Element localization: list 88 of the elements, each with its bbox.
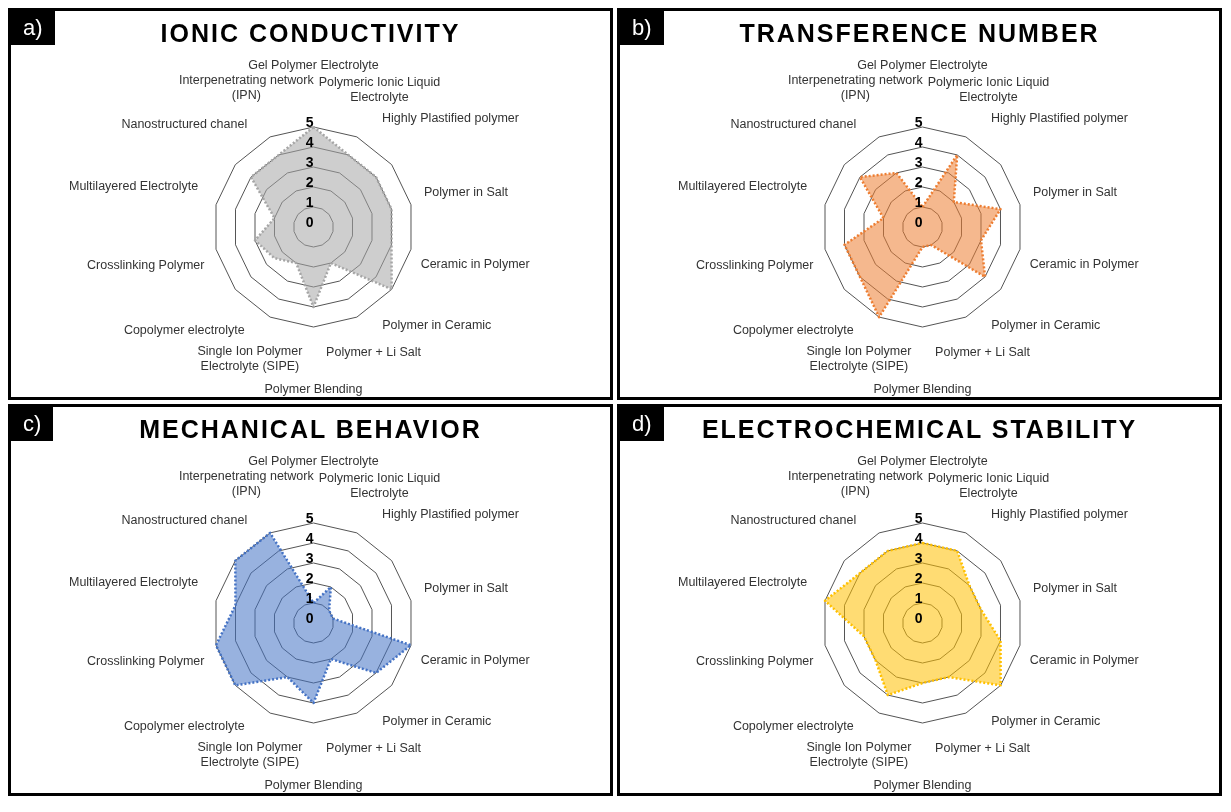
- y-tick-label: 5: [305, 114, 314, 130]
- y-tick-label: 1: [305, 590, 314, 606]
- spoke-label: Copolymer electrolyte: [123, 323, 245, 338]
- text: a): [11, 11, 55, 45]
- y-tick-label: 3: [914, 550, 923, 566]
- y-tick-label: 5: [914, 114, 923, 130]
- y-tick-label: 5: [914, 510, 923, 526]
- y-tick-label: 0: [305, 214, 314, 230]
- y-tick-label: 4: [305, 134, 314, 150]
- spoke-label: Crosslinking Polymer: [87, 258, 205, 273]
- y-tick-label: 4: [914, 134, 923, 150]
- spoke-label: Ceramic in Polymer: [1029, 256, 1139, 271]
- spoke-label: Polymer Blending: [873, 778, 972, 792]
- spoke-label: Multilayered Electrolyte: [677, 178, 808, 193]
- spoke-label: Multilayered Electrolyte: [68, 574, 199, 589]
- spoke-label: Polymer Blending: [264, 778, 363, 792]
- spoke-label: Gel Polymer Electrolyte: [857, 454, 988, 468]
- text: c): [11, 407, 54, 441]
- spoke-label: Polymer + Li Salt: [935, 344, 1031, 359]
- spoke-label: Polymeric Ionic Liquid Electrolyte: [927, 471, 1050, 501]
- y-tick-label: 2: [305, 174, 314, 190]
- y-tick-label: 2: [305, 570, 314, 586]
- spoke-label: Polymer in Ceramic: [991, 318, 1101, 333]
- spoke-label: Polymer in Ceramic: [382, 714, 492, 729]
- spoke-label: Crosslinking Polymer: [696, 654, 814, 669]
- y-tick-label: 3: [305, 550, 314, 566]
- y-tick-label: 2: [914, 174, 923, 190]
- spoke-label: Gel Polymer Electrolyte: [857, 58, 988, 72]
- chart-title: TRANSFERENCE NUMBER: [739, 19, 1100, 47]
- spoke-label: Polymer Blending: [264, 382, 363, 396]
- chart-title: IONIC CONDUCTIVITY: [160, 19, 461, 47]
- spoke-label: Polymer in Ceramic: [991, 714, 1101, 729]
- spoke-label: Polymer + Li Salt: [326, 344, 422, 359]
- spoke-label: Gel Polymer Electrolyte: [248, 58, 379, 72]
- y-tick-label: 1: [305, 194, 314, 210]
- chart-title: ELECTROCHEMICAL STABILITY: [701, 415, 1138, 443]
- spoke-label: Interpenetrating network (IPN): [787, 469, 924, 498]
- spoke-label: Ceramic in Polymer: [420, 256, 530, 271]
- spoke-label: Polymer in Ceramic: [382, 318, 492, 333]
- spoke-label: Polymer + Li Salt: [935, 740, 1031, 755]
- spoke-label: Nanostructured chanel: [730, 512, 857, 527]
- spoke-label: Nanostructured chanel: [121, 512, 248, 527]
- spoke-label: Polymeric Ionic Liquid Electrolyte: [927, 75, 1050, 105]
- chart-title: MECHANICAL BEHAVIOR: [139, 415, 482, 443]
- y-tick-label: 0: [305, 610, 314, 626]
- y-tick-label: 3: [305, 154, 314, 170]
- spoke-label: Polymer in Salt: [424, 581, 509, 596]
- y-tick-label: 3: [914, 154, 923, 170]
- spoke-label: Polymer in Salt: [1033, 581, 1118, 596]
- spoke-label: Single Ion Polymer Electrolyte (SIPE): [197, 740, 303, 770]
- spoke-label: Copolymer electrolyte: [123, 719, 245, 734]
- y-tick-label: 2: [914, 570, 923, 586]
- spoke-label: Interpenetrating network (IPN): [178, 73, 315, 102]
- spoke-label: Ceramic in Polymer: [420, 652, 530, 667]
- text: b): [620, 11, 664, 45]
- text: d): [620, 407, 664, 441]
- y-tick-label: 0: [914, 214, 923, 230]
- spoke-label: Polymer Blending: [873, 382, 972, 396]
- spoke-label: Highly Plastified polymer: [382, 506, 519, 521]
- spoke-label: Single Ion Polymer Electrolyte (SIPE): [806, 740, 912, 770]
- y-tick-label: 1: [914, 590, 923, 606]
- spoke-label: Interpenetrating network (IPN): [178, 469, 315, 498]
- y-tick-label: 1: [914, 194, 923, 210]
- spoke-label: Polymer in Salt: [424, 185, 509, 200]
- spoke-label: Nanostructured chanel: [730, 116, 857, 131]
- y-tick-label: 4: [914, 530, 923, 546]
- spoke-label: Multilayered Electrolyte: [677, 574, 808, 589]
- spoke-label: Polymeric Ionic Liquid Electrolyte: [318, 471, 441, 501]
- spoke-label: Nanostructured chanel: [121, 116, 248, 131]
- spoke-label: Polymer in Salt: [1033, 185, 1118, 200]
- spoke-label: Crosslinking Polymer: [696, 258, 814, 273]
- spoke-label: Highly Plastified polymer: [382, 110, 519, 125]
- spoke-label: Single Ion Polymer Electrolyte (SIPE): [197, 344, 303, 374]
- y-tick-label: 5: [305, 510, 314, 526]
- spoke-label: Multilayered Electrolyte: [68, 178, 199, 193]
- spoke-label: Polymer + Li Salt: [326, 740, 422, 755]
- spoke-label: Copolymer electrolyte: [732, 719, 854, 734]
- spoke-label: Crosslinking Polymer: [87, 654, 205, 669]
- spoke-label: Copolymer electrolyte: [732, 323, 854, 338]
- y-tick-label: 4: [305, 530, 314, 546]
- spoke-label: Polymeric Ionic Liquid Electrolyte: [318, 75, 441, 105]
- spoke-label: Interpenetrating network (IPN): [787, 73, 924, 102]
- spoke-label: Gel Polymer Electrolyte: [248, 454, 379, 468]
- spoke-label: Highly Plastified polymer: [991, 506, 1128, 521]
- spoke-label: Ceramic in Polymer: [1029, 652, 1139, 667]
- spoke-label: Highly Plastified polymer: [991, 110, 1128, 125]
- spoke-label: Single Ion Polymer Electrolyte (SIPE): [806, 344, 912, 374]
- y-tick-label: 0: [914, 610, 923, 626]
